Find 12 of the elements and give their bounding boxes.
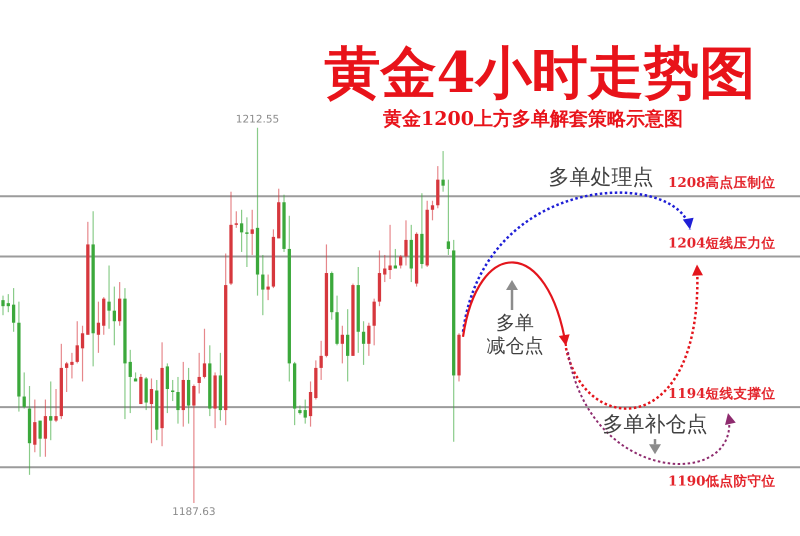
ref-line-label: 1208高点压制位 <box>668 174 776 192</box>
text: 多单 <box>496 312 534 334</box>
text: 减仓点 <box>486 335 544 357</box>
annotation: 1187.63 <box>172 506 216 518</box>
text: 多单处理点 <box>548 165 654 189</box>
chart-title: 黄金4小时走势图 <box>324 40 756 106</box>
annotation: 1212.55 <box>236 114 280 126</box>
text: 多单补仓点 <box>602 412 708 436</box>
ref-line-label: 1194短线支撑位 <box>668 386 776 402</box>
ref-line-label: 1204短线压力位 <box>668 235 776 252</box>
ref-line-label: 1190低点防守位 <box>668 472 776 490</box>
text: 黄金1200上方多单解套策略示意图 <box>382 108 683 130</box>
